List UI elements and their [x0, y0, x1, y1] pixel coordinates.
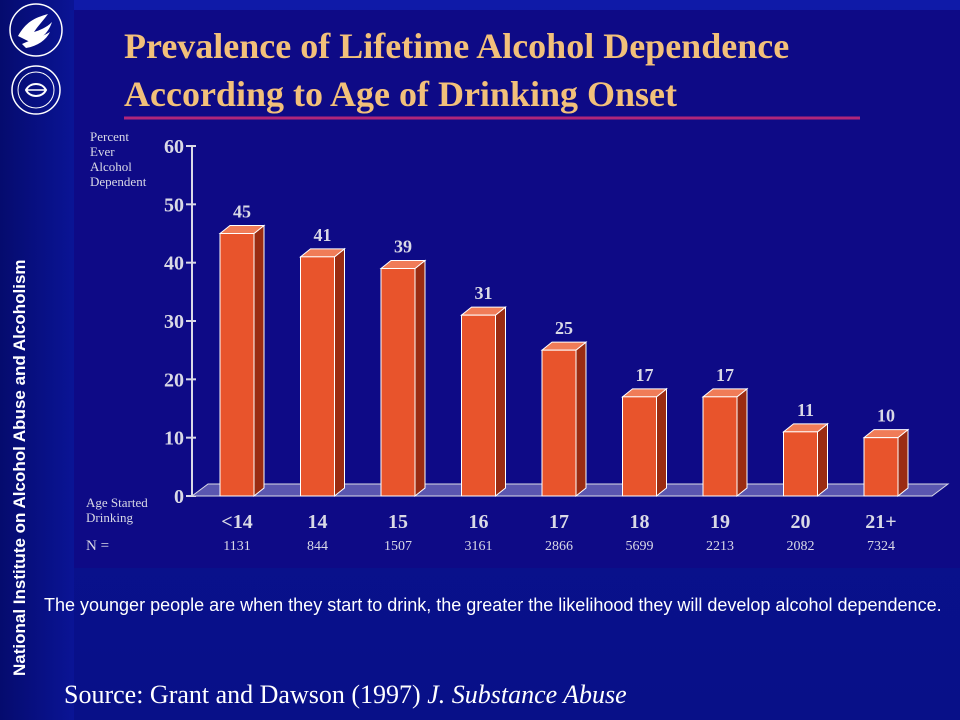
n-value-label: 844	[307, 539, 328, 554]
x-tick-label: 19	[710, 511, 730, 533]
bar-side	[817, 422, 828, 498]
source-citation: Source: Grant and Dawson (1997) J. Subst…	[64, 680, 627, 710]
x-tick-label: 20	[791, 511, 811, 533]
bar-value-label: 17	[636, 365, 654, 385]
n-value-label: 7324	[867, 539, 895, 554]
bar-chart: Prevalence of Lifetime Alcohol Dependenc…	[86, 26, 950, 554]
n-value-label: 2082	[787, 539, 815, 554]
x-tick-label: 17	[549, 511, 569, 533]
bar	[863, 437, 899, 497]
bar-value-label: 11	[797, 400, 814, 420]
bar-side	[253, 224, 265, 498]
bar	[219, 233, 255, 497]
x-axis-label-line-1: Age Started	[86, 495, 148, 510]
n-value-label: 2213	[706, 539, 734, 554]
bar-side	[736, 387, 748, 498]
bar-value-label: 45	[233, 202, 251, 222]
x-tick-label: <14	[221, 511, 252, 533]
bar-value-label: 41	[314, 225, 332, 245]
y-tick-label: 60	[164, 136, 184, 158]
chart-slide: Prevalence of Lifetime Alcohol Dependenc…	[74, 10, 960, 568]
caption-text: The younger people are when they start t…	[44, 595, 942, 615]
bar-value-label: 39	[394, 237, 412, 257]
nih-logo	[11, 65, 61, 115]
x-axis-label-line-2: Drinking	[86, 510, 133, 525]
y-tick-label: 40	[164, 253, 184, 275]
bar-side	[495, 306, 506, 498]
bar	[622, 396, 657, 497]
x-tick-label: 21+	[865, 511, 896, 533]
x-tick-label: 14	[308, 511, 328, 533]
y-tick-label: 10	[164, 428, 184, 450]
n-value-label: 5699	[626, 539, 654, 554]
institute-name-vertical: National Institute on Alcohol Abuse and …	[10, 259, 29, 676]
x-tick-label: 18	[630, 511, 650, 533]
bar-value-label: 17	[716, 365, 734, 385]
left-sidebar: National Institute on Alcohol Abuse and …	[0, 0, 74, 720]
chart-title-line-2: According to Age of Drinking Onset	[124, 74, 677, 114]
bar	[702, 396, 738, 497]
n-value-label: 3161	[465, 539, 493, 554]
n-value-label: 1131	[223, 539, 250, 554]
source-journal: J. Substance Abuse	[427, 680, 627, 709]
bar-side	[334, 247, 345, 498]
source-prefix: Source: Grant and Dawson (1997)	[64, 680, 428, 709]
y-axis-label-line-2: Ever	[90, 144, 115, 159]
bar	[380, 268, 416, 497]
bar-value-label: 31	[475, 283, 493, 303]
y-tick-label: 50	[164, 194, 184, 216]
bar-side	[575, 341, 587, 498]
bar-value-label: 10	[877, 406, 895, 426]
n-value-label: 2866	[545, 539, 573, 554]
y-tick-label: 20	[164, 369, 184, 391]
y-tick-label: 0	[174, 486, 184, 508]
n-row-label: N =	[86, 538, 109, 554]
bar	[541, 349, 577, 497]
y-axis-label-line-1: Percent	[90, 129, 129, 144]
x-tick-label: 16	[469, 511, 489, 533]
chart-title-line-1: Prevalence of Lifetime Alcohol Dependenc…	[124, 26, 789, 66]
bar-side	[656, 387, 667, 498]
hhs-eagle-logo	[9, 3, 63, 57]
bar	[300, 256, 335, 497]
bar	[783, 431, 818, 497]
y-tick-label: 30	[164, 311, 184, 333]
bar-side	[897, 428, 909, 498]
y-axis-label-line-3: Alcohol	[90, 159, 132, 174]
n-value-label: 1507	[384, 539, 412, 554]
y-axis-label-line-4: Dependent	[90, 174, 147, 189]
x-tick-label: 15	[388, 511, 408, 533]
bar-side	[414, 259, 426, 498]
bar	[461, 314, 496, 497]
bar-value-label: 25	[555, 318, 573, 338]
